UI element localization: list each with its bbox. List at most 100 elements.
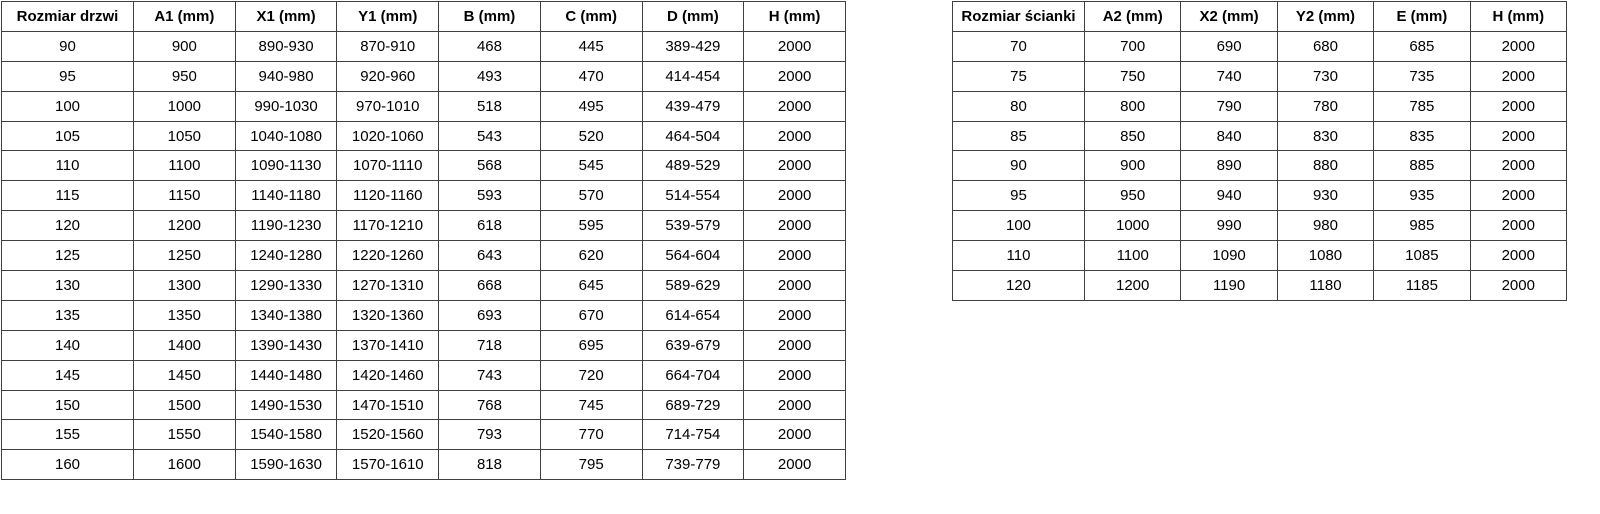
table-row: 140 1400 1390-1430 1370-1410 718 695 639-679 20… bbox=[1, 329, 846, 361]
column-header: B (mm) bbox=[438, 1, 541, 32]
cell: 2000 bbox=[1469, 180, 1568, 212]
cell: 593 bbox=[438, 180, 541, 212]
cell: 1490-1530 bbox=[234, 389, 338, 421]
cell: 1085 bbox=[1373, 240, 1471, 272]
table-row: 95 950 940 930 935 2000 bbox=[952, 180, 1568, 212]
cell: 570 bbox=[539, 180, 643, 212]
table-row: 125 1250 1240-1280 1220-1260 643 620 564-604 20… bbox=[1, 240, 846, 272]
cell: 730 bbox=[1276, 60, 1375, 92]
cell: 2000 bbox=[743, 60, 846, 92]
cell: 2000 bbox=[743, 90, 846, 122]
cell: 140 bbox=[1, 329, 134, 361]
cell: 720 bbox=[539, 359, 643, 391]
cell: 1140-1180 bbox=[234, 180, 338, 212]
cell: 120 bbox=[952, 270, 1085, 301]
cell: 639-679 bbox=[641, 329, 745, 361]
cell: 1090-1130 bbox=[234, 150, 338, 182]
cell: 695 bbox=[539, 329, 643, 361]
cell: 439-479 bbox=[641, 90, 745, 122]
table-row: 110 1100 1090 1080 1085 2000 bbox=[952, 240, 1568, 272]
cell: 2000 bbox=[743, 270, 846, 301]
table-row: 115 1150 1140-1180 1120-1160 593 570 514-554 20… bbox=[1, 180, 846, 212]
cell: 2000 bbox=[1469, 240, 1568, 272]
cell: 880 bbox=[1276, 150, 1375, 182]
column-header: X1 (mm) bbox=[234, 1, 338, 32]
cell: 110 bbox=[952, 240, 1085, 272]
table-row: 150 1500 1490-1530 1470-1510 768 745 689-729 20… bbox=[1, 389, 846, 421]
cell: 470 bbox=[539, 60, 643, 92]
cell: 668 bbox=[438, 270, 541, 301]
cell: 990-1030 bbox=[234, 90, 338, 122]
column-header: H (mm) bbox=[1469, 1, 1568, 32]
table-row: 100 1000 990 980 985 2000 bbox=[952, 210, 1568, 242]
cell: 2000 bbox=[743, 210, 846, 242]
cell: 1500 bbox=[133, 389, 236, 421]
cell: 1190-1230 bbox=[234, 210, 338, 242]
cell: 689-729 bbox=[641, 389, 745, 421]
cell: 1440-1480 bbox=[234, 359, 338, 391]
cell: 620 bbox=[539, 240, 643, 272]
cell: 105 bbox=[1, 120, 134, 152]
cell: 980 bbox=[1276, 210, 1375, 242]
table-row: 70 700 690 680 685 2000 bbox=[952, 30, 1568, 62]
cell: 890 bbox=[1180, 150, 1278, 182]
cell: 685 bbox=[1373, 30, 1471, 62]
cell: 1170-1210 bbox=[336, 210, 440, 242]
cell: 1020-1060 bbox=[336, 120, 440, 152]
cell: 543 bbox=[438, 120, 541, 152]
cell: 489-529 bbox=[641, 150, 745, 182]
cell: 70 bbox=[952, 30, 1085, 62]
cell: 920-960 bbox=[336, 60, 440, 92]
table-row: 85 850 840 830 835 2000 bbox=[952, 120, 1568, 152]
header-row: Rozmiar ścianki A2 (mm) X2 (mm) Y2 (mm) E (m… bbox=[952, 1, 1568, 32]
cell: 125 bbox=[1, 240, 134, 272]
cell: 614-654 bbox=[641, 299, 745, 331]
cell: 690 bbox=[1180, 30, 1278, 62]
cell: 885 bbox=[1373, 150, 1471, 182]
cell: 714-754 bbox=[641, 419, 745, 451]
cell: 1070-1110 bbox=[336, 150, 440, 182]
cell: 768 bbox=[438, 389, 541, 421]
table-row: 120 1200 1190 1180 1185 2000 bbox=[952, 270, 1568, 301]
cell: 743 bbox=[438, 359, 541, 391]
cell: 1000 bbox=[1083, 210, 1182, 242]
cell: 545 bbox=[539, 150, 643, 182]
cell: 840 bbox=[1180, 120, 1278, 152]
cell: 830 bbox=[1276, 120, 1375, 152]
cell: 100 bbox=[952, 210, 1085, 242]
cell: 930 bbox=[1276, 180, 1375, 212]
door-sizes-table: Rozmiar drzwi A1 (mm) X1 (mm) Y1 (mm) B (mm)… bbox=[1, 1, 846, 481]
cell: 130 bbox=[1, 270, 134, 301]
column-header: H (mm) bbox=[743, 1, 846, 32]
cell: 589-629 bbox=[641, 270, 745, 301]
cell: 95 bbox=[952, 180, 1085, 212]
cell: 1050 bbox=[133, 120, 236, 152]
cell: 1520-1560 bbox=[336, 419, 440, 451]
table-row: 120 1200 1190-1230 1170-1210 618 595 539-579 20… bbox=[1, 210, 846, 242]
cell: 700 bbox=[1083, 30, 1182, 62]
cell: 493 bbox=[438, 60, 541, 92]
cell: 870-910 bbox=[336, 30, 440, 62]
cell: 1600 bbox=[133, 449, 236, 481]
cell: 1200 bbox=[133, 210, 236, 242]
cell: 464-504 bbox=[641, 120, 745, 152]
table-row: 160 1600 1590-1630 1570-1610 818 795 739-779 20… bbox=[1, 449, 846, 481]
cell: 1470-1510 bbox=[336, 389, 440, 421]
cell: 2000 bbox=[743, 419, 846, 451]
cell: 1290-1330 bbox=[234, 270, 338, 301]
cell: 950 bbox=[1083, 180, 1182, 212]
table-row: 105 1050 1040-1080 1020-1060 543 520 464-504 20… bbox=[1, 120, 846, 152]
cell: 115 bbox=[1, 180, 134, 212]
cell: 414-454 bbox=[641, 60, 745, 92]
cell: 75 bbox=[952, 60, 1085, 92]
cell: 2000 bbox=[1469, 150, 1568, 182]
cell: 693 bbox=[438, 299, 541, 331]
table-row: 145 1450 1440-1480 1420-1460 743 720 664-704 20… bbox=[1, 359, 846, 391]
cell: 770 bbox=[539, 419, 643, 451]
header-row: Rozmiar drzwi A1 (mm) X1 (mm) Y1 (mm) B (mm)… bbox=[1, 1, 846, 32]
cell: 735 bbox=[1373, 60, 1471, 92]
table-row: 155 1550 1540-1580 1520-1560 793 770 714-754 20… bbox=[1, 419, 846, 451]
cell: 818 bbox=[438, 449, 541, 481]
cell: 2000 bbox=[743, 449, 846, 481]
cell: 1390-1430 bbox=[234, 329, 338, 361]
